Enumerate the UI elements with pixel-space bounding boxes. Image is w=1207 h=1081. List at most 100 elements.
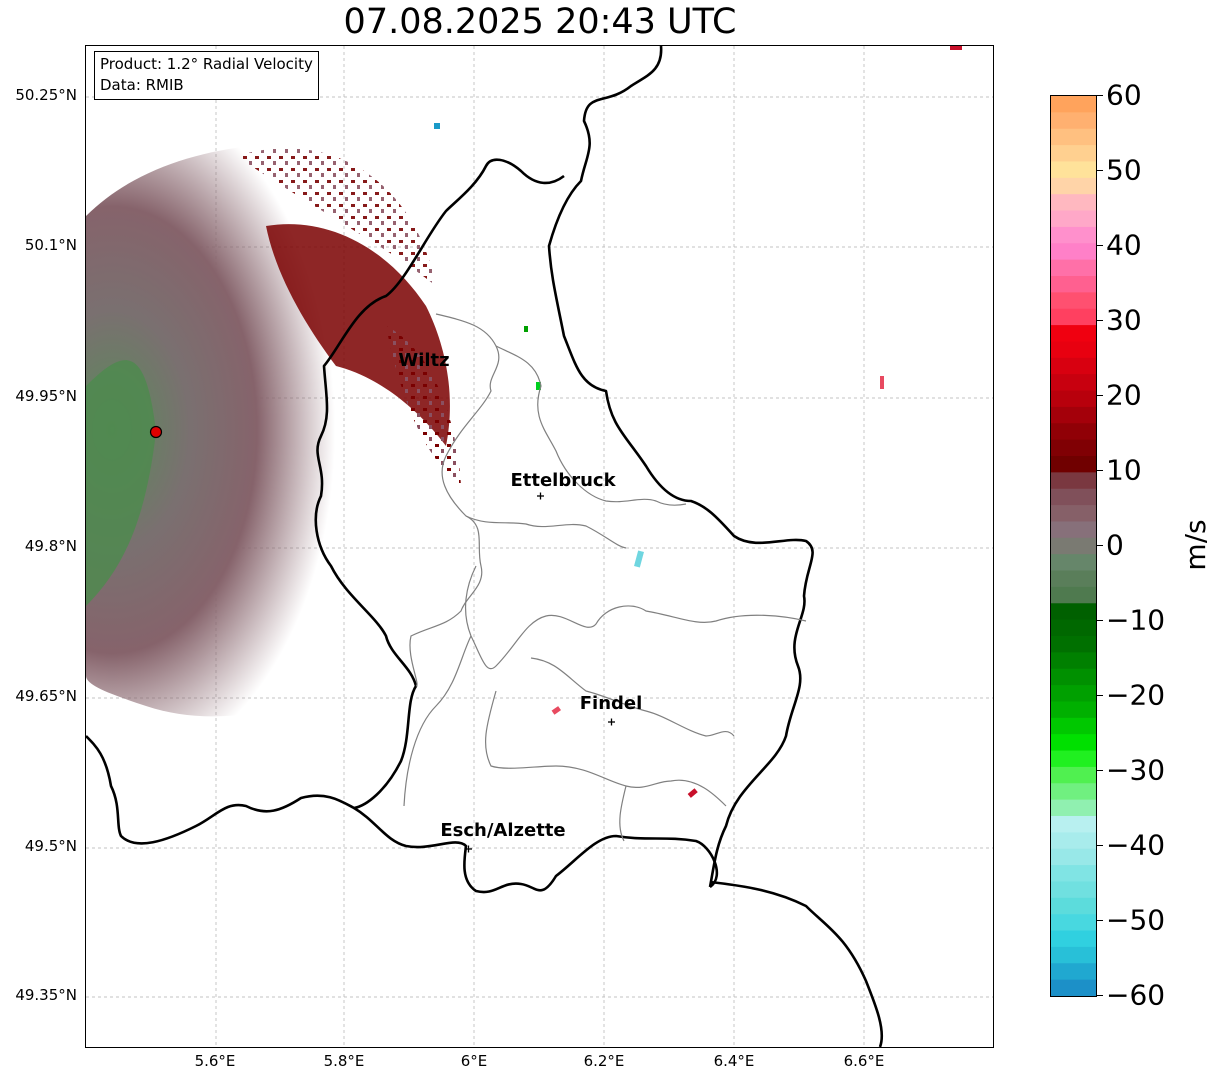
- colorbar-tick-label: 10: [1106, 453, 1142, 487]
- colorbar-tick: [1096, 695, 1103, 696]
- colorbar-tick: [1096, 95, 1103, 96]
- colorbar-band: [1051, 243, 1096, 261]
- colorbar-band: [1051, 456, 1096, 473]
- colorbar-band: [1051, 390, 1096, 408]
- colorbar-band: [1051, 979, 1096, 997]
- colorbar-band: [1051, 177, 1096, 195]
- colorbar-tick: [1096, 320, 1103, 321]
- city-markers: [465, 492, 615, 853]
- country-borders: [86, 46, 884, 1047]
- colorbar-tick: [1096, 170, 1103, 171]
- colorbar-band: [1051, 717, 1096, 735]
- colorbar-gradient: [1051, 96, 1096, 997]
- colorbar-band: [1051, 439, 1096, 457]
- colorbar-band: [1051, 848, 1096, 866]
- colorbar-band: [1051, 963, 1096, 981]
- map-canvas: [86, 46, 993, 1047]
- colorbar-band: [1051, 357, 1096, 375]
- radar-map[interactable]: [85, 45, 994, 1048]
- colorbar-band: [1051, 668, 1096, 686]
- colorbar-band: [1051, 570, 1096, 588]
- colorbar-band: [1051, 292, 1096, 310]
- colorbar-band: [1051, 701, 1096, 719]
- colorbar-band: [1051, 537, 1096, 555]
- colorbar-band: [1051, 308, 1096, 326]
- colorbar-band: [1051, 96, 1096, 113]
- colorbar-band: [1051, 374, 1096, 392]
- colorbar-band: [1051, 505, 1096, 523]
- product-label: Product: 1.2° Radial Velocity: [100, 55, 313, 73]
- radar-site-marker: [149, 425, 163, 439]
- colorbar-band: [1051, 161, 1096, 179]
- colorbar-band: [1051, 946, 1096, 964]
- lat-label: 49.95°N: [15, 387, 77, 405]
- lat-label: 50.25°N: [15, 86, 77, 104]
- colorbar-unit-label: m/s: [1179, 519, 1207, 571]
- colorbar-tick-label: −60: [1106, 978, 1166, 1012]
- colorbar-band: [1051, 259, 1096, 277]
- colorbar-tick-label: 50: [1106, 153, 1142, 187]
- lat-label: 50.1°N: [24, 236, 77, 254]
- lon-label: 6.4°E: [713, 1052, 755, 1070]
- colorbar-tick: [1096, 245, 1103, 246]
- colorbar-tick-label: −10: [1106, 603, 1166, 637]
- colorbar-tick: [1096, 470, 1103, 471]
- colorbar-band: [1051, 112, 1096, 130]
- velocity-colorbar: [1050, 95, 1097, 997]
- colorbar-band: [1051, 881, 1096, 899]
- colorbar-tick-label: 0: [1106, 528, 1124, 562]
- colorbar-tick: [1096, 770, 1103, 771]
- city-label-wiltz: Wiltz: [398, 350, 450, 371]
- colorbar-tick: [1096, 545, 1103, 546]
- colorbar-band: [1051, 554, 1096, 572]
- data-source-label: Data: RMIB: [100, 76, 184, 94]
- lon-label: 6.2°E: [583, 1052, 625, 1070]
- colorbar-band: [1051, 603, 1096, 621]
- colorbar-band: [1051, 423, 1096, 441]
- canton-borders: [403, 313, 807, 842]
- colorbar-band: [1051, 194, 1096, 212]
- lat-label: 49.65°N: [15, 687, 77, 705]
- colorbar-band: [1051, 226, 1096, 244]
- colorbar-band: [1051, 750, 1096, 768]
- lon-label: 5.6°E: [194, 1052, 236, 1070]
- colorbar-tick-label: 30: [1106, 303, 1142, 337]
- colorbar-tick: [1096, 395, 1103, 396]
- colorbar-band: [1051, 325, 1096, 343]
- colorbar-band: [1051, 472, 1096, 490]
- colorbar-band: [1051, 521, 1096, 539]
- colorbar-band: [1051, 406, 1096, 424]
- colorbar-tick: [1096, 620, 1103, 621]
- colorbar-tick-label: −50: [1106, 903, 1166, 937]
- colorbar-tick-label: 40: [1106, 228, 1142, 262]
- colorbar-band: [1051, 619, 1096, 637]
- colorbar-band: [1051, 636, 1096, 653]
- colorbar-band: [1051, 865, 1096, 883]
- colorbar-band: [1051, 832, 1096, 850]
- colorbar-band: [1051, 897, 1096, 915]
- colorbar-band: [1051, 734, 1096, 752]
- colorbar-band: [1051, 914, 1096, 932]
- lat-label: 49.8°N: [24, 537, 77, 555]
- colorbar-tick-label: −30: [1106, 753, 1166, 787]
- lon-label: 6.6°E: [843, 1052, 885, 1070]
- city-label-ettelbruck: Ettelbruck: [510, 470, 616, 491]
- colorbar-band: [1051, 341, 1096, 359]
- colorbar-tick-label: −20: [1106, 678, 1166, 712]
- colorbar-band: [1051, 128, 1096, 146]
- colorbar-band: [1051, 488, 1096, 506]
- lat-label: 49.35°N: [15, 986, 77, 1004]
- colorbar-band: [1051, 816, 1096, 833]
- lat-label: 49.5°N: [24, 837, 77, 855]
- city-label-esch-alzette: Esch/Alzette: [440, 820, 566, 841]
- colorbar-band: [1051, 799, 1096, 817]
- colorbar-tick-label: 60: [1106, 78, 1142, 112]
- product-info-box: Product: 1.2° Radial Velocity Data: RMIB: [94, 51, 319, 100]
- colorbar-tick: [1096, 920, 1103, 921]
- colorbar-tick-label: 20: [1106, 378, 1142, 412]
- colorbar-band: [1051, 652, 1096, 670]
- colorbar-tick: [1096, 845, 1103, 846]
- colorbar-tick-label: −40: [1106, 828, 1166, 862]
- radar-echo-field: [86, 46, 962, 798]
- colorbar-band: [1051, 930, 1096, 948]
